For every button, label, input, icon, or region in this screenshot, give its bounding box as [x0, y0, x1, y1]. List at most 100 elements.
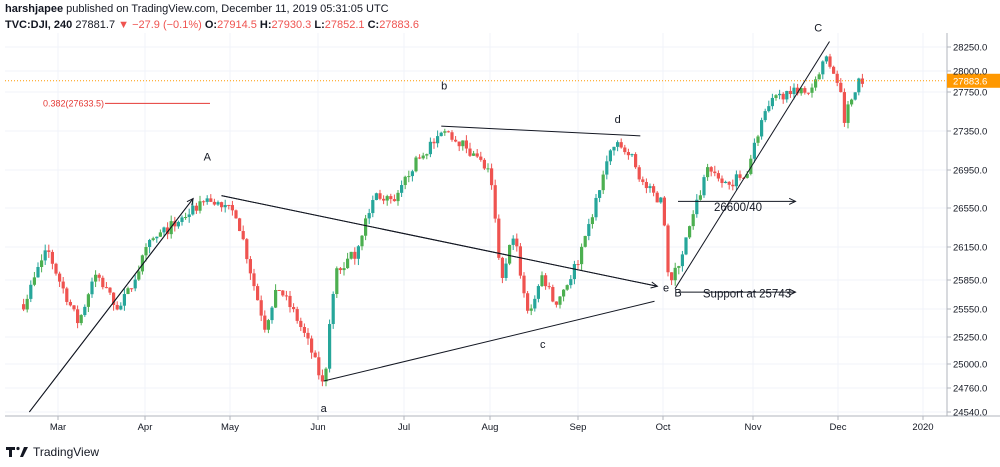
candle-body: [461, 140, 465, 147]
candle-body: [32, 277, 36, 285]
price-axis[interactable]: 28250.0 28000.0 27750.0 27350.0 26950.0 26550…: [947, 43, 987, 419]
candle-body: [248, 259, 252, 274]
brand-name[interactable]: TradingView: [33, 445, 100, 459]
candle-body: [655, 192, 659, 203]
candle-body: [511, 238, 515, 245]
open-label: O:: [204, 19, 218, 31]
candle-body: [565, 285, 569, 290]
level-label: 26600/40: [714, 202, 762, 214]
candle-body: [396, 192, 400, 202]
candle-body: [320, 375, 324, 382]
candle-body: [61, 281, 65, 289]
candle-body: [486, 168, 490, 170]
time-axis[interactable]: Mar Apr May Jun Jul Aug Sep Oct Nov Dec 2020: [50, 416, 934, 433]
candle-body: [547, 286, 551, 288]
candle-body: [68, 301, 72, 306]
candle-body: [608, 150, 612, 162]
candle-body: [184, 217, 188, 219]
candle-body: [814, 79, 818, 88]
low-value: 27852.1: [324, 19, 365, 31]
candle-body: [205, 198, 209, 202]
candle-body: [346, 258, 350, 269]
wave-label: A: [204, 151, 212, 163]
candle-body: [130, 288, 134, 290]
candle-body: [180, 217, 184, 222]
candle-body: [698, 195, 702, 200]
candle-body: [842, 92, 846, 123]
candle-body: [774, 95, 778, 98]
candle-body: [382, 198, 386, 201]
candle-body: [220, 202, 224, 208]
candle-body: [144, 247, 148, 256]
candle-body: [479, 156, 483, 160]
candle-body: [587, 224, 591, 236]
candle-body: [65, 288, 69, 302]
candle-body: [554, 301, 558, 305]
publish-info: published on TradingView.com, December 1…: [66, 3, 389, 15]
candle-body: [702, 177, 706, 196]
candle-body: [155, 236, 159, 239]
candle-body: [356, 246, 360, 259]
candle-body: [508, 244, 512, 264]
candle-body: [695, 199, 699, 215]
candle-body: [335, 268, 339, 295]
candle-body: [821, 61, 825, 75]
wave-label: c: [540, 339, 546, 351]
candle-body: [763, 111, 767, 121]
candle-body: [418, 157, 422, 159]
candle-body: [504, 263, 508, 278]
candle-body: [425, 154, 429, 156]
candle-body: [277, 289, 281, 291]
candle-body: [43, 250, 47, 261]
level-label: Support at 25743: [703, 288, 791, 300]
candle-body: [860, 78, 864, 84]
candle-body: [101, 277, 105, 288]
candlestick-series: [22, 53, 864, 387]
candle-body: [464, 140, 468, 149]
candle-body: [230, 205, 234, 211]
candle-body: [767, 106, 771, 112]
candle-body: [176, 221, 180, 227]
candle-body: [472, 153, 476, 156]
candle-body: [288, 295, 292, 308]
candle-body: [526, 293, 530, 311]
candle-body: [313, 352, 317, 358]
candle-body: [295, 309, 299, 321]
candle-body: [256, 286, 260, 301]
author-name[interactable]: harshjapee: [5, 3, 64, 15]
wave-label: d: [615, 114, 621, 126]
candle-body: [284, 295, 288, 297]
candle-body: [292, 307, 296, 310]
candle-body: [428, 141, 432, 155]
candle-body: [572, 264, 576, 280]
fib-level-label: 0.382(27633.5): [43, 98, 104, 108]
candle-body: [641, 179, 645, 182]
candle-body: [342, 268, 346, 271]
candle-body: [630, 154, 634, 156]
candle-body: [266, 320, 270, 330]
candle-body: [191, 205, 195, 215]
candle-body: [529, 308, 533, 311]
ohlc-legend: TVC:DJI, 240 27881.7 ▼ −27.9 (−0.1%) O:2…: [5, 19, 419, 31]
candle-body: [457, 141, 461, 147]
candle-body: [583, 235, 587, 247]
price-tick-label: 28000.0: [953, 67, 987, 78]
candle-body: [770, 97, 774, 107]
wave-label: a: [321, 403, 328, 415]
candle-body: [72, 305, 76, 310]
candle-body: [94, 274, 98, 282]
wave-b-arrow: [221, 195, 658, 287]
candle-body: [432, 141, 436, 144]
candle-body: [792, 87, 796, 95]
candle-body: [846, 104, 850, 123]
price-tick-label: 24760.0: [953, 384, 987, 395]
candle-body: [90, 281, 94, 295]
candle-body: [270, 307, 274, 321]
candle-body: [817, 74, 821, 80]
candle-body: [349, 251, 353, 259]
candle-body: [670, 272, 674, 281]
candle-body: [637, 167, 641, 180]
price-tick-label: 25000.0: [953, 360, 987, 371]
current-price-label: 27883.6: [953, 76, 987, 87]
